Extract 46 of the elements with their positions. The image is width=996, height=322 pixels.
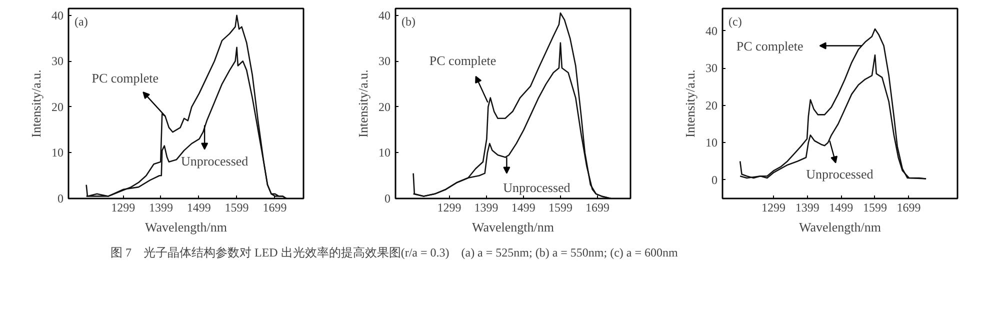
x-tick-label: 1399: [148, 200, 173, 214]
x-tick-label: 1499: [829, 200, 854, 214]
x-tick-label: 1499: [511, 200, 536, 214]
x-tick-label: 1299: [111, 200, 136, 214]
y-axis-title: Intensity/a.u.: [682, 70, 698, 138]
x-tick-label: 1699: [896, 200, 921, 214]
annotation: (a): [74, 14, 88, 28]
annotation: PC complete: [429, 52, 496, 68]
x-axis-title: Wavelength/nm: [472, 220, 554, 234]
y-tick-label: 0: [384, 192, 390, 206]
y-tick-label: 10: [706, 136, 718, 150]
x-tick-label: 1599: [224, 200, 249, 214]
y-tick-label: 30: [706, 61, 718, 76]
y-tick-label: 20: [706, 98, 718, 112]
x-tick-label: 1499: [186, 200, 211, 214]
y-tick-label: 40: [52, 8, 64, 22]
y-tick-label: 20: [52, 100, 64, 114]
x-axis-title: Wavelength/nm: [799, 220, 882, 234]
caption: 图 7 光子晶体结构参数对 LED 出光效率的提高效果图(r/a = 0.3) (a) a = 525nm; (b) a = 550nm; (c) a = 600nm: [110, 246, 678, 260]
annotation: Unprocessed: [181, 154, 249, 169]
y-tick-label: 0: [58, 192, 64, 206]
x-tick-label: 1299: [437, 200, 462, 214]
annotation: Unprocessed: [806, 166, 874, 182]
x-tick-label: 1699: [586, 200, 610, 214]
annotation: Unprocessed: [503, 180, 571, 195]
x-tick-label: 1399: [474, 200, 498, 214]
x-tick-label: 1599: [862, 200, 887, 214]
y-tick-label: 30: [52, 54, 64, 68]
y-tick-label: 0: [712, 172, 718, 187]
y-tick-label: 10: [378, 146, 390, 160]
x-tick-label: 1599: [548, 200, 572, 214]
y-axis-title: Intensity/a.u.: [28, 70, 44, 138]
x-tick-label: 1399: [795, 200, 820, 214]
x-tick-label: 1299: [762, 200, 786, 214]
x-tick-label: 1699: [262, 200, 287, 214]
y-axis-title: Intensity/a.u.: [356, 70, 370, 138]
annotation: PC complete: [92, 70, 159, 86]
y-tick-label: 40: [378, 8, 390, 22]
y-tick-label: 30: [378, 54, 390, 68]
annotation: (c): [728, 14, 742, 28]
y-tick-label: 40: [706, 24, 718, 38]
y-tick-label: 20: [378, 100, 390, 114]
x-axis-title: Wavelength/nm: [145, 220, 228, 234]
y-tick-label: 10: [52, 146, 64, 160]
annotation: PC complete: [736, 38, 804, 54]
annotation: (b): [402, 14, 416, 28]
